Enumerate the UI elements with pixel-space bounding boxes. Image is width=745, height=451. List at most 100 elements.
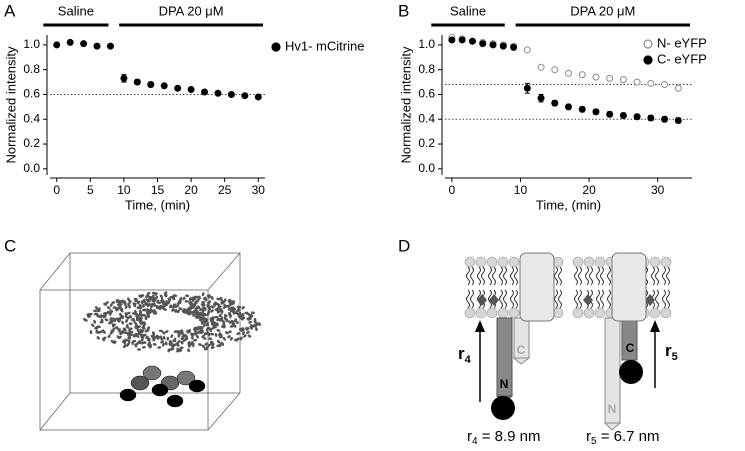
particle bbox=[200, 321, 204, 325]
particle bbox=[229, 336, 233, 341]
particle bbox=[146, 303, 151, 308]
particle bbox=[127, 302, 131, 306]
subunit bbox=[119, 388, 137, 402]
particle bbox=[231, 320, 235, 325]
particle bbox=[123, 331, 128, 334]
data-point bbox=[565, 103, 572, 111]
particle bbox=[111, 301, 116, 304]
particle bbox=[134, 324, 139, 328]
particle bbox=[210, 309, 214, 313]
legend-label: Hv1- mCitrine bbox=[285, 38, 364, 53]
particle bbox=[152, 331, 155, 336]
treatment-label: Saline bbox=[58, 3, 94, 18]
lipid-tail bbox=[666, 289, 670, 309]
particle bbox=[118, 316, 123, 320]
particle bbox=[241, 305, 245, 310]
lipid-tail bbox=[666, 266, 670, 286]
particle bbox=[180, 340, 184, 345]
particle bbox=[211, 322, 216, 327]
lipid-tail bbox=[596, 266, 600, 286]
lipid-tail bbox=[574, 266, 578, 286]
particle bbox=[143, 308, 148, 312]
particle bbox=[175, 330, 180, 334]
particle bbox=[162, 300, 165, 305]
lipid-tail bbox=[585, 266, 589, 286]
particle bbox=[134, 343, 138, 348]
particle bbox=[238, 311, 242, 316]
data-point bbox=[606, 74, 614, 82]
particle bbox=[225, 331, 229, 335]
particle bbox=[227, 320, 232, 324]
lipid-tail bbox=[477, 289, 481, 309]
particle bbox=[167, 297, 171, 302]
lipid-tail bbox=[558, 289, 562, 309]
x-tick-label: 5 bbox=[87, 183, 94, 197]
particle bbox=[180, 332, 185, 335]
data-point bbox=[606, 110, 614, 118]
particle bbox=[96, 309, 101, 313]
particle bbox=[164, 341, 168, 346]
distance-caption: r4 = 8.9 nm bbox=[467, 428, 541, 447]
particle bbox=[211, 316, 215, 321]
particle bbox=[188, 307, 193, 311]
particle bbox=[210, 296, 214, 301]
arrow-head bbox=[475, 320, 485, 332]
particle bbox=[183, 335, 188, 338]
particle bbox=[131, 340, 134, 345]
data-point bbox=[241, 92, 249, 100]
particle bbox=[146, 300, 151, 303]
lipid-tail bbox=[607, 289, 611, 309]
particle bbox=[111, 317, 116, 321]
particle bbox=[237, 308, 241, 312]
particle bbox=[238, 327, 243, 331]
subscript: 4 bbox=[472, 436, 478, 447]
particle bbox=[203, 323, 206, 328]
x-tick-label: 30 bbox=[252, 183, 266, 197]
particle bbox=[222, 336, 226, 341]
data-point bbox=[93, 42, 101, 50]
particle bbox=[118, 335, 122, 340]
n-label: N bbox=[608, 402, 617, 416]
c-label: C bbox=[626, 341, 635, 355]
particle bbox=[142, 326, 146, 330]
particle bbox=[157, 346, 162, 349]
particle bbox=[125, 319, 129, 323]
x-tick-label: 10 bbox=[117, 183, 131, 197]
subunit bbox=[176, 370, 196, 386]
particle bbox=[138, 331, 142, 336]
arrow-head bbox=[650, 320, 660, 332]
particle bbox=[145, 294, 149, 299]
data-point bbox=[489, 41, 497, 49]
symbol: r bbox=[665, 341, 672, 360]
y-tick-label: 0.0 bbox=[418, 161, 435, 175]
particle bbox=[142, 322, 147, 326]
particle bbox=[113, 340, 117, 345]
particle bbox=[153, 297, 157, 302]
particle bbox=[109, 309, 114, 313]
lipid-head bbox=[583, 256, 595, 268]
legend-marker bbox=[643, 39, 653, 49]
particle bbox=[219, 296, 223, 301]
lipid-tail bbox=[488, 266, 492, 286]
y-tick-label: 0.6 bbox=[418, 87, 435, 101]
particle bbox=[150, 303, 155, 306]
particle bbox=[171, 305, 176, 309]
data-point bbox=[214, 89, 222, 97]
legend-label: C- eYFP bbox=[657, 51, 707, 66]
data-point bbox=[592, 73, 600, 81]
particle bbox=[123, 344, 127, 349]
particle bbox=[148, 344, 152, 349]
data-point bbox=[592, 108, 600, 116]
subunits bbox=[119, 365, 206, 408]
treatment-label: DPA 20 μM bbox=[159, 3, 224, 18]
data-point bbox=[523, 84, 531, 92]
particle bbox=[136, 328, 140, 333]
particle bbox=[154, 292, 158, 296]
symbol: r bbox=[458, 344, 465, 363]
y-tick-label: 0.6 bbox=[23, 87, 40, 101]
particle bbox=[146, 308, 150, 312]
c-arm-tip bbox=[512, 357, 531, 365]
particle bbox=[193, 327, 198, 330]
data-point bbox=[227, 90, 235, 98]
particle bbox=[216, 309, 220, 314]
